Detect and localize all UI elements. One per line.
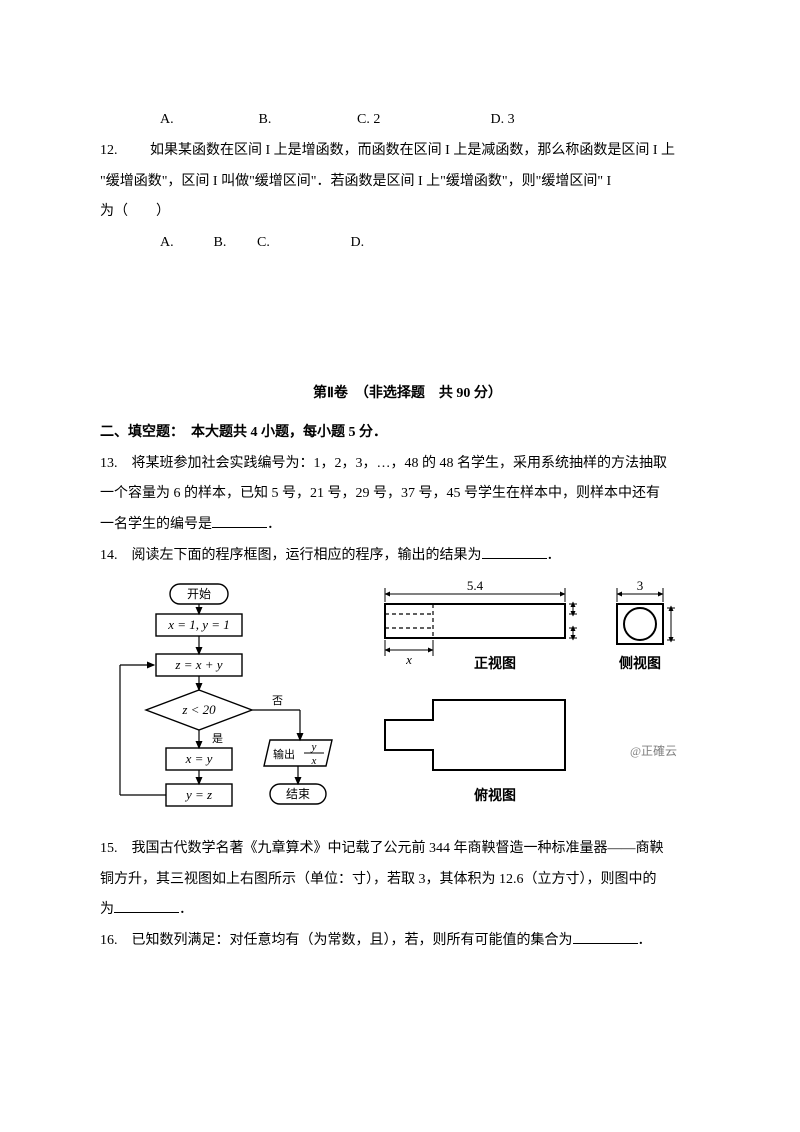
flow-b4: y = z xyxy=(184,787,212,802)
three-views-diagram: 5.4 x 正视图 3 侧视图 俯视图 @正確云 xyxy=(365,580,695,830)
q14-suffix: ． xyxy=(547,548,561,563)
q13-line2: 一个容量为 6 的样本，已知 5 号，21 号，29 号，37 号，45 号学生… xyxy=(100,479,715,510)
q15-suffix: ． xyxy=(179,902,193,917)
watermark-text: @正確云 xyxy=(630,743,677,758)
q13-line1: 13. 将某班参加社会实践编号为：1，2，3，…，48 的 48 名学生，采用系… xyxy=(100,449,715,480)
q12-opt-c: C. xyxy=(257,228,347,259)
front-label: 正视图 xyxy=(474,655,516,672)
view-x: x xyxy=(405,652,412,667)
flow-b1: x = 1, y = 1 xyxy=(167,617,230,632)
figures-row: 开始 x = 1, y = 1 z = x + y z < 20 是 x = y… xyxy=(100,580,715,830)
q14-number: 14. xyxy=(100,548,118,563)
q12-line3: 为（ ） xyxy=(100,197,715,228)
side-label: 侧视图 xyxy=(619,655,661,672)
q16-text: 已知数列满足：对任意均有（为常数，且），若，则所有可能值的集合为 xyxy=(132,933,573,948)
view-len: 5.4 xyxy=(467,580,484,593)
flow-b3: x = y xyxy=(185,751,213,766)
q12-options: A. B. C. D. xyxy=(100,228,715,259)
q13-number: 13. xyxy=(100,456,118,471)
q12-opt-b: B. xyxy=(214,228,254,259)
q11-opt-b: B. xyxy=(259,105,354,136)
flow-out-bot: x xyxy=(311,755,317,767)
q15-line1: 15. 我国古代数学名著《九章算术》中记载了公元前 344 年商鞅督造一种标准量… xyxy=(100,834,715,865)
view-width: 3 xyxy=(637,580,644,593)
q12-line1: 12.如果某函数在区间 I 上是增函数，而函数在区间 I 上是减函数，那么称函数… xyxy=(100,136,715,167)
q11-opt-a: A. xyxy=(160,105,255,136)
q11-options: A. B. C. 2 D. 3 xyxy=(100,105,715,136)
q12-number: 12. xyxy=(100,136,150,167)
fill-heading: 二、填空题： 本大题共 4 小题，每小题 5 分． xyxy=(100,418,715,449)
flow-out-top: y xyxy=(311,741,317,753)
q16-suffix: ． xyxy=(638,933,652,948)
top-label: 俯视图 xyxy=(474,787,516,804)
q11-opt-d: D. 3 xyxy=(491,105,551,136)
q15-line3: 为． xyxy=(100,895,715,926)
flow-no: 否 xyxy=(272,695,283,707)
flow-cond: z < 20 xyxy=(181,702,216,717)
flow-b2: z = x + y xyxy=(174,657,222,672)
q12-text1: 如果某函数在区间 I 上是增函数，而函数在区间 I 上是减函数，那么称函数是区间… xyxy=(150,143,675,158)
q13-blank xyxy=(212,514,267,528)
q12-opt-a: A. xyxy=(160,228,210,259)
q12-line2: "缓增函数"，区间 I 叫做"缓增区间"．若函数是区间 I 上"缓增函数"，则"… xyxy=(100,167,715,198)
q14-line: 14. 阅读左下面的程序框图，运行相应的程序，输出的结果为 ． xyxy=(100,541,715,572)
q16-blank xyxy=(573,930,638,944)
q15-line2: 铜方升，其三视图如上右图所示（单位：寸），若取 3，其体积为 12.6（立方寸）… xyxy=(100,865,715,896)
q15-text1: 我国古代数学名著《九章算术》中记载了公元前 344 年商鞅督造一种标准量器——商… xyxy=(132,841,664,856)
flow-end: 结束 xyxy=(286,787,310,801)
q15-number: 15. xyxy=(100,841,118,856)
q16-line: 16. 已知数列满足：对任意均有（为常数，且），若，则所有可能值的集合为 ． xyxy=(100,926,715,957)
q16-number: 16. xyxy=(100,933,118,948)
q12-opt-d: D. xyxy=(351,228,391,259)
flow-yes: 是 xyxy=(212,732,223,745)
q14-text: 阅读左下面的程序框图，运行相应的程序，输出的结果为 xyxy=(132,548,482,563)
section-2-title: 第Ⅱ卷 （非选择题 共 90 分） xyxy=(100,379,715,410)
q14-blank xyxy=(482,545,547,559)
q13-text3: 一名学生的编号是 xyxy=(100,517,212,532)
q15-text3: 为 xyxy=(100,902,114,917)
flowchart-diagram: 开始 x = 1, y = 1 z = x + y z < 20 是 x = y… xyxy=(100,580,345,830)
q13-line3: 一名学生的编号是 ． xyxy=(100,510,715,541)
flow-out-pre: 输出 xyxy=(273,747,295,761)
q13-text1: 将某班参加社会实践编号为：1，2，3，…，48 的 48 名学生，采用系统抽样的… xyxy=(132,456,668,471)
q15-blank xyxy=(114,899,179,913)
q13-suffix: ． xyxy=(267,517,281,532)
flow-start: 开始 xyxy=(187,587,211,601)
q11-opt-c: C. 2 xyxy=(357,105,487,136)
